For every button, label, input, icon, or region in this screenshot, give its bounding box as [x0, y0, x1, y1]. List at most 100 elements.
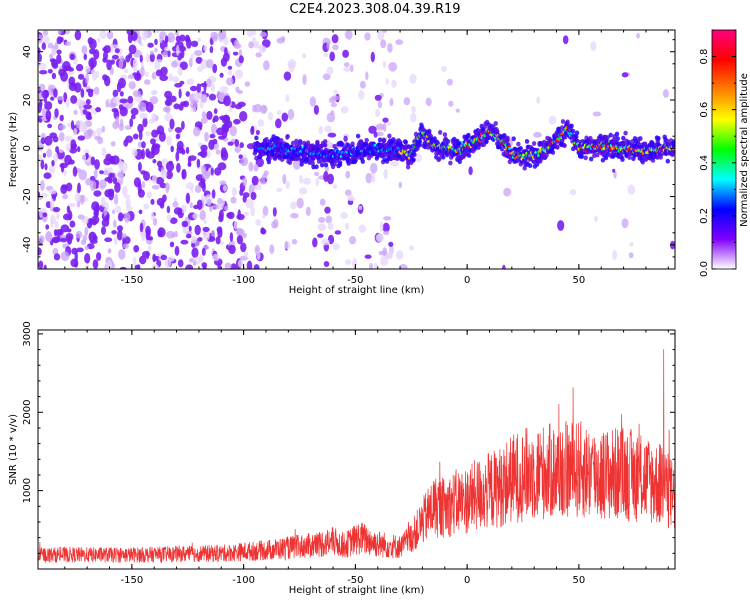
noise-cell [54, 108, 59, 118]
noise-cell [285, 180, 290, 190]
ridge-cell [285, 134, 290, 139]
noise-cell [168, 256, 175, 262]
noise-cell [340, 212, 348, 219]
ridge-cell [323, 142, 328, 148]
noise-cell [245, 198, 255, 209]
noise-cell [276, 187, 283, 192]
noise-cell [197, 237, 203, 242]
noise-cell [380, 39, 387, 49]
colorbar-tick-label: 0.4 [699, 155, 710, 171]
x-tick-label: 50 [573, 275, 586, 286]
noise-cell [217, 198, 223, 205]
ridge-cell [296, 155, 301, 161]
noise-cell [317, 233, 324, 238]
noise-cell [193, 126, 201, 137]
noise-cell [95, 107, 101, 113]
noise-cell [120, 169, 124, 180]
noise-cell [253, 264, 260, 269]
noise-cell [139, 222, 144, 233]
noise-cell [130, 114, 136, 120]
noise-cell [132, 133, 139, 140]
ridge-cell [658, 154, 663, 160]
colorbar: 0.0 0.2 0.4 0.6 0.8 Normalized spectral ampli… [699, 29, 750, 277]
x-tick-label: -50 [347, 275, 363, 286]
noise-cell [342, 49, 349, 58]
noise-cell [322, 73, 331, 81]
noise-cell [69, 53, 75, 60]
noise-cell [219, 240, 224, 245]
noise-cell [190, 186, 194, 193]
noise-cell [329, 51, 336, 62]
ridge-cell [555, 144, 560, 150]
noise-cell [80, 88, 85, 98]
noise-cell [149, 96, 159, 105]
noise-cell [216, 127, 225, 136]
noise-cell [162, 194, 167, 203]
noise-cell [246, 30, 254, 37]
noise-cell [93, 86, 100, 95]
noise-cell [86, 88, 94, 93]
noise-cell [143, 203, 150, 210]
noise-cell [234, 103, 243, 110]
noise-cell [441, 66, 447, 72]
ridge-cell [364, 137, 369, 143]
noise-cell [386, 121, 392, 126]
noise-cell [358, 224, 367, 233]
noise-cell [211, 189, 216, 199]
noise-cell [57, 30, 62, 36]
ridge-cell [493, 121, 498, 126]
colorbar-label: Normalized spectral amplitude [739, 73, 750, 227]
ridge-cell [403, 139, 408, 145]
noise-cell [333, 89, 338, 95]
noise-cell [210, 31, 218, 40]
noise-cell [389, 98, 394, 107]
noise-cell [236, 235, 243, 245]
noise-cell [204, 171, 211, 177]
y-tick-label: 40 [22, 45, 33, 58]
noise-cell [391, 79, 397, 88]
ridge-cell [294, 138, 299, 144]
noise-cell [103, 157, 112, 166]
ridge-cell [254, 135, 259, 141]
noise-cell [96, 127, 103, 136]
noise-cell [70, 120, 75, 130]
noise-cell [195, 56, 203, 64]
noise-cell [91, 215, 100, 225]
noise-cell [114, 48, 120, 54]
noise-cell [191, 40, 199, 47]
ridge-cell [583, 155, 588, 161]
noise-cell [52, 206, 61, 213]
noise-cell [299, 174, 303, 184]
noise-cell [56, 49, 62, 55]
noise-cell [628, 252, 634, 259]
ridge-cell [355, 133, 361, 139]
ridge-cell [417, 142, 423, 148]
noise-cell [112, 177, 118, 185]
noise-cell [107, 188, 115, 195]
noise-cell [237, 259, 244, 268]
noise-cell [569, 189, 577, 196]
ridge-cell [310, 161, 315, 166]
ridge-cell [315, 139, 320, 145]
noise-cell [107, 30, 114, 40]
noise-cell [106, 59, 112, 71]
ridge-cell [441, 154, 446, 160]
noise-cell [47, 123, 53, 129]
noise-cell [161, 51, 169, 58]
noise-cell [232, 51, 239, 56]
noise-cell [146, 151, 155, 159]
noise-cell [218, 30, 227, 40]
noise-cell [70, 95, 78, 104]
noise-cell [621, 218, 629, 229]
noise-cell [105, 214, 110, 222]
noise-cell [277, 110, 282, 116]
noise-cell [168, 73, 174, 82]
noise-cell [41, 89, 50, 99]
noise-cell [233, 220, 238, 230]
noise-cell [260, 228, 267, 235]
noise-cell [109, 172, 115, 179]
noise-cell [125, 197, 131, 208]
ridge-cell [627, 155, 632, 160]
noise-cell [111, 230, 117, 235]
noise-cell [101, 147, 107, 157]
